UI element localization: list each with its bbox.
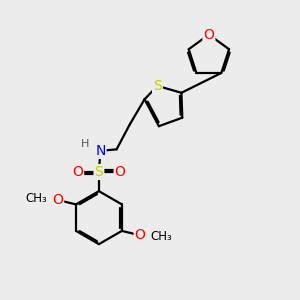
Text: O: O [52, 193, 63, 207]
Text: CH₃: CH₃ [151, 230, 172, 243]
Text: O: O [115, 165, 126, 179]
Text: O: O [135, 228, 146, 242]
Text: H: H [81, 139, 89, 149]
Text: O: O [72, 165, 83, 179]
Text: O: O [203, 28, 214, 42]
Text: S: S [94, 165, 103, 179]
Text: N: N [95, 144, 106, 158]
Text: CH₃: CH₃ [26, 192, 47, 205]
Text: S: S [153, 79, 162, 93]
